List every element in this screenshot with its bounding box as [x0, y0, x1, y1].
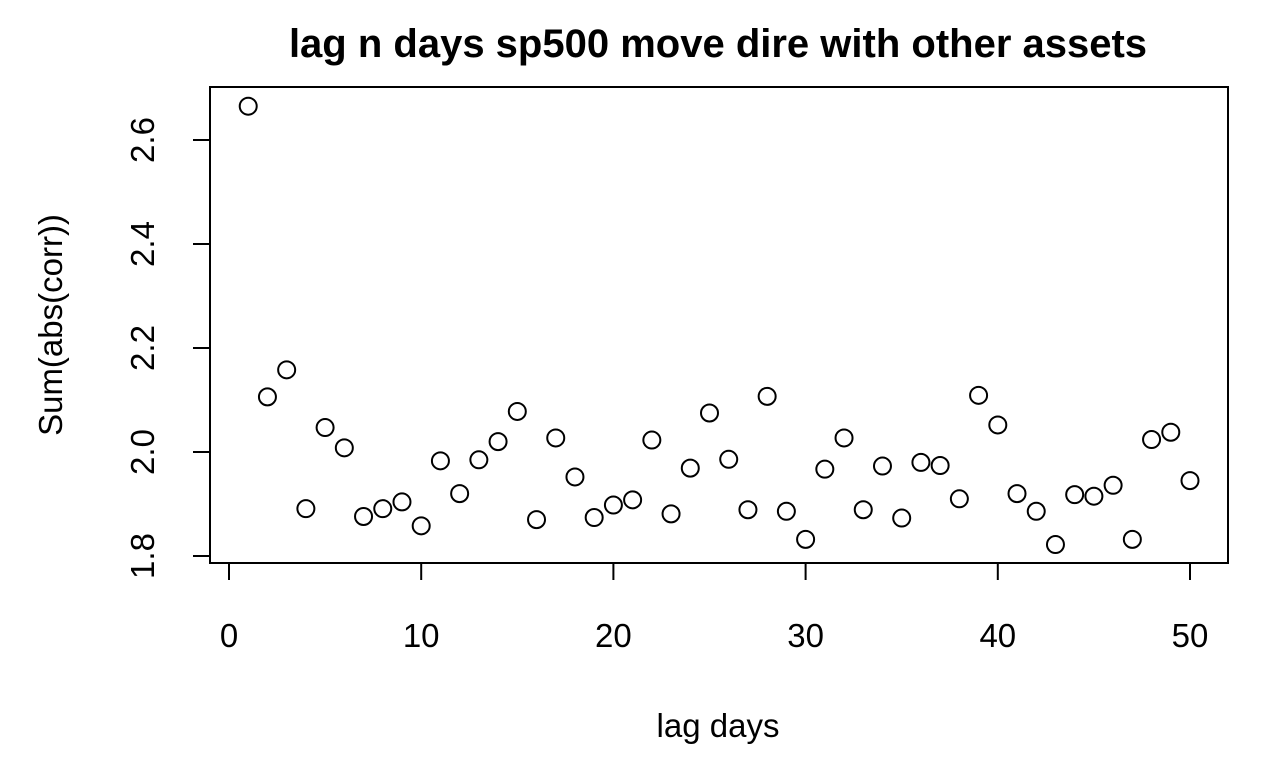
data-point [796, 529, 816, 549]
data-point [277, 360, 297, 380]
data-point [1161, 422, 1181, 442]
y-tick-label: 1.8 [124, 533, 161, 579]
data-point [872, 456, 892, 476]
data-point [700, 403, 719, 423]
data-point [834, 428, 854, 448]
data-point [642, 430, 662, 450]
x-axis-label: lag days [657, 707, 780, 744]
x-tick-label: 40 [979, 617, 1016, 654]
y-axis: 1.8 2.0 2.2 2.4 2.6 [124, 117, 211, 579]
x-tick-label: 30 [787, 617, 824, 654]
data-point [1103, 475, 1123, 495]
data-points [238, 96, 1200, 555]
data-point [527, 510, 547, 530]
data-point [603, 495, 623, 515]
data-point [776, 501, 796, 521]
plot-frame [209, 86, 1229, 564]
data-point [719, 449, 739, 469]
data-point [1180, 471, 1200, 491]
y-tick-label: 2.4 [124, 221, 161, 267]
data-point [238, 96, 258, 116]
data-point [853, 500, 873, 520]
data-point [373, 499, 393, 519]
data-point [488, 432, 508, 452]
data-point [815, 459, 835, 479]
data-point [1122, 529, 1142, 549]
data-point [257, 387, 277, 407]
data-point [1045, 535, 1065, 555]
data-point [450, 484, 470, 504]
data-point [988, 415, 1008, 435]
data-point [296, 499, 316, 519]
data-point [949, 489, 969, 509]
y-tick-label: 2.6 [124, 117, 161, 163]
chart-title: lag n days sp500 move dire with other as… [289, 22, 1147, 66]
data-point [1065, 485, 1085, 505]
y-tick-label: 2.0 [124, 429, 161, 475]
data-point [911, 452, 931, 472]
data-point [738, 500, 758, 520]
y-tick-label: 2.2 [124, 325, 161, 371]
x-axis: 0 10 20 30 40 50 [220, 562, 1209, 654]
data-point [661, 504, 681, 524]
data-point [411, 516, 431, 536]
data-point [757, 386, 777, 406]
data-point [469, 450, 489, 470]
data-point [892, 508, 912, 528]
data-point [354, 506, 374, 526]
y-axis-label: Sum(abs(corr)) [32, 214, 69, 436]
x-tick-label: 20 [595, 617, 632, 654]
data-point [1026, 501, 1046, 521]
data-point [969, 385, 989, 405]
data-point [315, 418, 335, 438]
data-point [680, 458, 700, 478]
data-point [392, 492, 412, 512]
data-point [334, 438, 354, 458]
x-tick-label: 10 [403, 617, 440, 654]
data-point [507, 401, 527, 421]
data-point [430, 451, 450, 471]
data-point [930, 456, 950, 476]
x-tick-label: 0 [220, 617, 238, 654]
data-point [565, 467, 585, 487]
data-point [546, 428, 566, 448]
data-point [1007, 484, 1027, 504]
x-tick-label: 50 [1172, 617, 1209, 654]
data-point [584, 508, 604, 528]
data-point [1142, 430, 1162, 450]
data-point [623, 490, 643, 510]
data-point [1084, 486, 1104, 506]
